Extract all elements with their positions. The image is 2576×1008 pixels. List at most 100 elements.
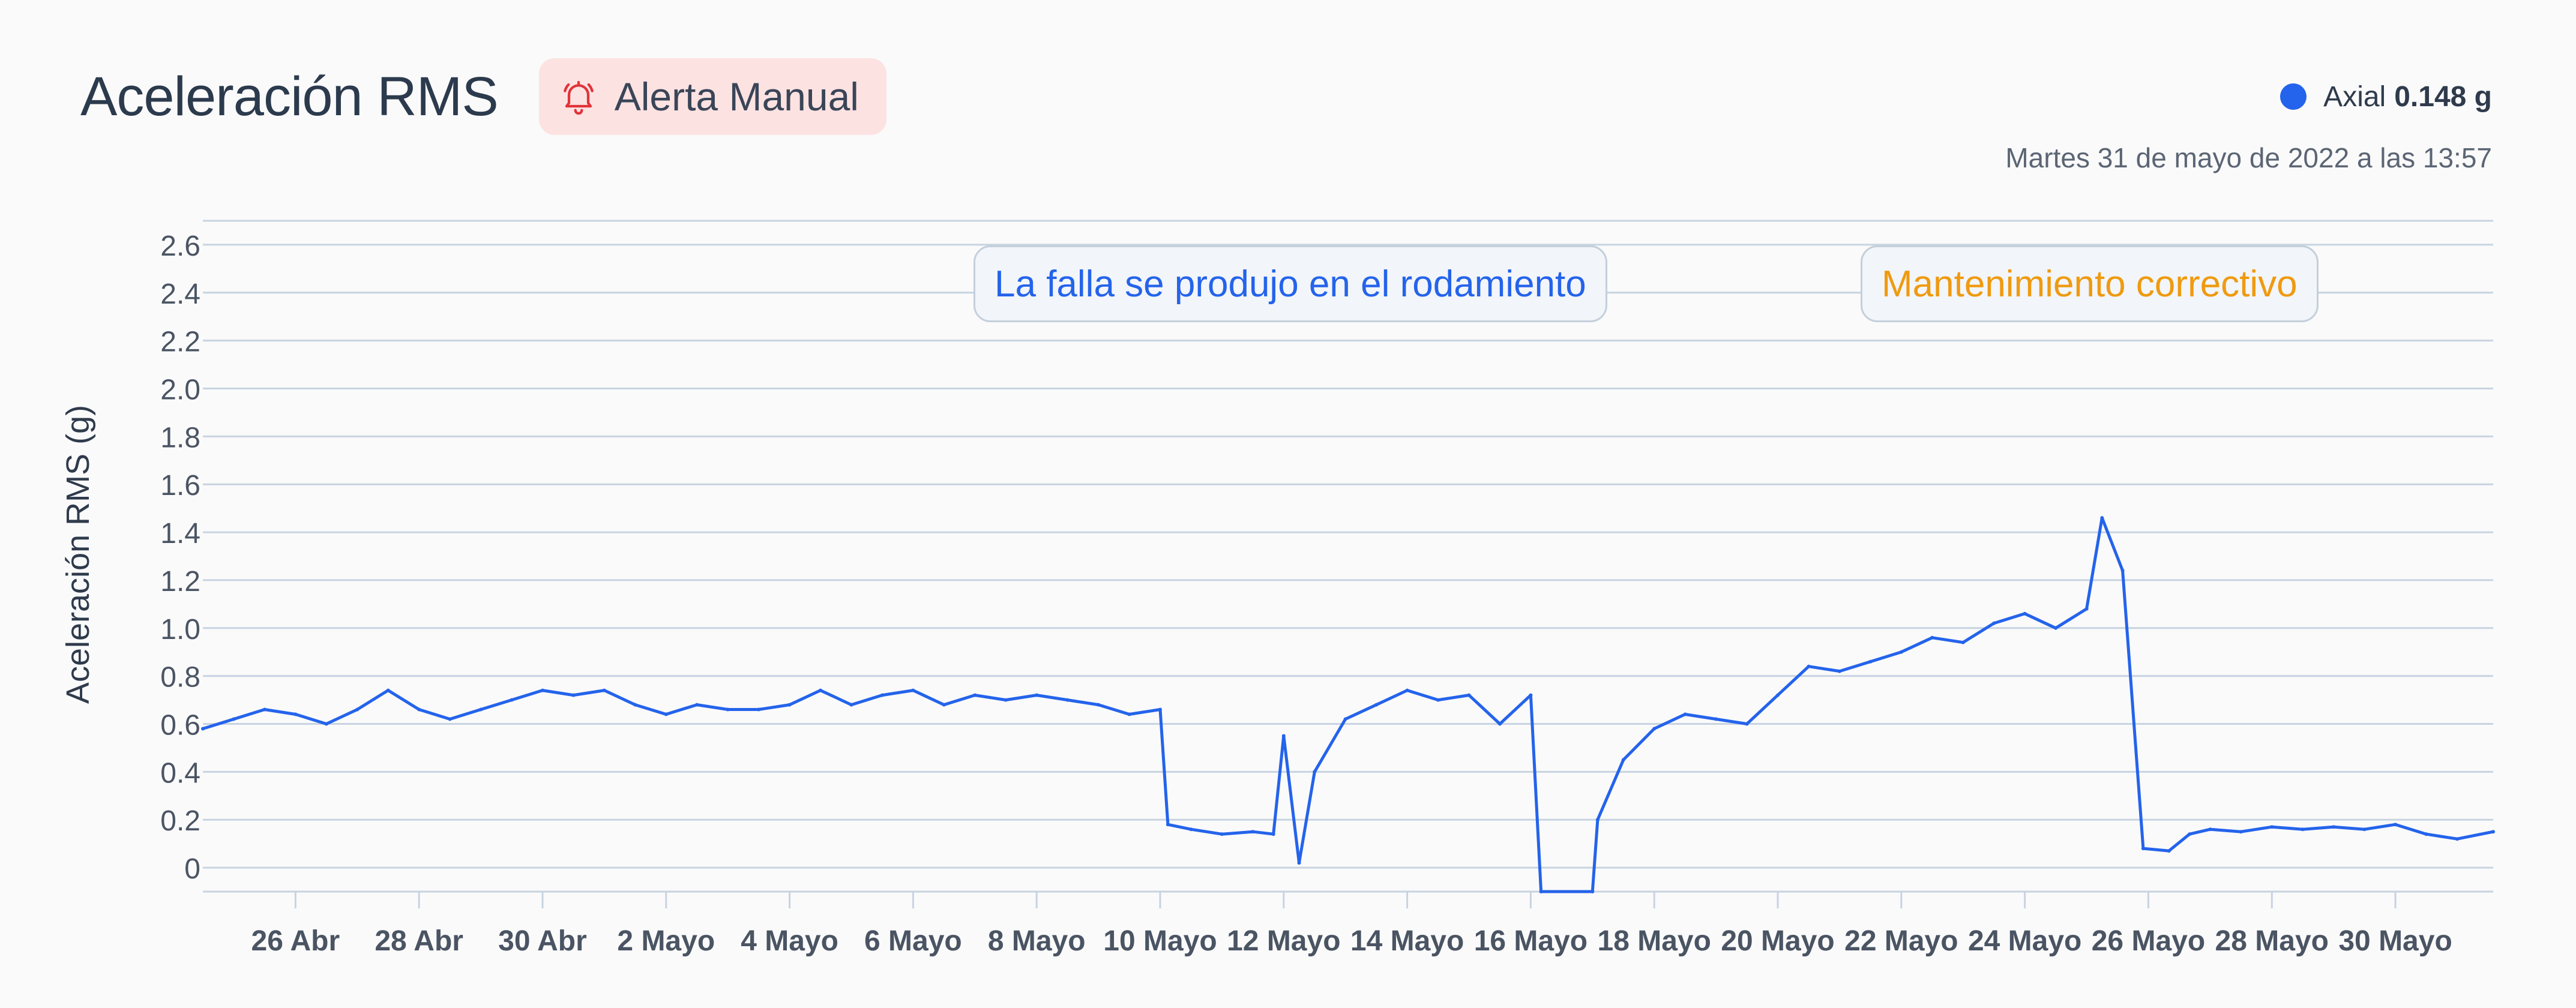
- data-point[interactable]: [1868, 659, 1873, 664]
- data-point[interactable]: [973, 693, 977, 697]
- data-point[interactable]: [2167, 849, 2171, 853]
- data-point[interactable]: [232, 717, 236, 721]
- data-point[interactable]: [1529, 693, 1533, 697]
- data-point[interactable]: [1271, 832, 1275, 836]
- data-point[interactable]: [849, 703, 853, 707]
- data-point[interactable]: [1498, 722, 1502, 726]
- data-point[interactable]: [1097, 703, 1101, 707]
- data-point[interactable]: [2301, 827, 2305, 832]
- data-point[interactable]: [1776, 693, 1780, 697]
- data-point[interactable]: [1595, 818, 1599, 822]
- series-line-axial[interactable]: [202, 516, 2494, 893]
- legend[interactable]: Axial 0.148 g: [2280, 76, 2492, 118]
- data-point[interactable]: [2424, 832, 2428, 836]
- data-point[interactable]: [201, 727, 205, 731]
- data-point[interactable]: [664, 712, 668, 716]
- data-point[interactable]: [2362, 827, 2367, 832]
- data-point[interactable]: [355, 707, 360, 712]
- data-point[interactable]: [1930, 635, 1934, 640]
- data-point[interactable]: [510, 698, 514, 702]
- data-point[interactable]: [633, 703, 637, 707]
- data-point[interactable]: [2239, 830, 2243, 834]
- data-point[interactable]: [2084, 607, 2089, 611]
- x-tick-month: Abr: [531, 925, 587, 957]
- data-point[interactable]: [386, 688, 390, 692]
- data-point[interactable]: [448, 717, 452, 721]
- data-point[interactable]: [1621, 758, 1625, 762]
- data-point[interactable]: [324, 722, 328, 726]
- data-point[interactable]: [1405, 688, 1409, 692]
- data-point[interactable]: [571, 693, 576, 697]
- x-tick-label: 4 Mayo: [741, 925, 838, 957]
- data-point[interactable]: [1961, 640, 1965, 644]
- timestamp: Martes 31 de mayo de 2022 a las 13:57: [2005, 142, 2492, 173]
- data-point[interactable]: [1313, 770, 1317, 774]
- manual-alert-button[interactable]: Alerta Manual: [538, 58, 886, 135]
- data-point[interactable]: [1992, 621, 1996, 625]
- data-point[interactable]: [1166, 823, 1170, 827]
- data-point[interactable]: [1127, 712, 1131, 716]
- data-point[interactable]: [293, 712, 298, 716]
- x-tick-month: Mayo: [1630, 925, 1711, 957]
- data-point[interactable]: [479, 707, 483, 712]
- data-point[interactable]: [262, 707, 266, 712]
- data-point[interactable]: [1035, 693, 1039, 697]
- data-point[interactable]: [1281, 734, 1286, 738]
- data-point[interactable]: [2054, 626, 2058, 630]
- data-point[interactable]: [1652, 727, 1657, 731]
- data-point[interactable]: [2100, 516, 2104, 520]
- data-point[interactable]: [695, 703, 699, 707]
- data-point[interactable]: [1436, 698, 1440, 702]
- data-point[interactable]: [1590, 890, 1595, 893]
- data-point[interactable]: [1004, 698, 1008, 702]
- data-point[interactable]: [2023, 611, 2027, 616]
- data-point[interactable]: [1539, 890, 1543, 893]
- data-point[interactable]: [787, 703, 792, 707]
- data-point[interactable]: [757, 707, 761, 712]
- annotation-corrective-maintenance[interactable]: Mantenimiento correctivo: [1861, 245, 2319, 322]
- data-point[interactable]: [1251, 830, 1255, 834]
- x-tick-day: 28: [375, 925, 406, 957]
- y-tick-label: 1.0: [160, 614, 200, 646]
- data-point[interactable]: [1297, 861, 1301, 865]
- data-point[interactable]: [1189, 827, 1193, 832]
- data-point[interactable]: [1807, 664, 1811, 668]
- data-point[interactable]: [2141, 847, 2145, 851]
- series-layer: [201, 516, 2495, 893]
- data-point[interactable]: [726, 707, 730, 712]
- data-point[interactable]: [880, 693, 884, 697]
- annotation-bearing-failure[interactable]: La falla se produjo en el rodamiento: [974, 245, 1607, 322]
- data-point[interactable]: [1837, 669, 1841, 673]
- data-point[interactable]: [2208, 827, 2212, 832]
- data-point[interactable]: [1065, 698, 1070, 702]
- data-point[interactable]: [1683, 712, 1687, 716]
- data-point[interactable]: [417, 707, 421, 712]
- data-point[interactable]: [2120, 569, 2125, 572]
- data-point[interactable]: [541, 688, 544, 692]
- data-point[interactable]: [2394, 823, 2398, 827]
- data-point[interactable]: [1158, 707, 1162, 712]
- x-tick-label: 10 Mayo: [1103, 925, 1217, 957]
- data-point[interactable]: [2491, 830, 2495, 834]
- data-point[interactable]: [942, 703, 946, 707]
- data-point[interactable]: [819, 688, 822, 692]
- data-point[interactable]: [1343, 717, 1347, 721]
- data-point[interactable]: [1374, 703, 1379, 707]
- data-point[interactable]: [602, 688, 606, 692]
- data-point[interactable]: [1899, 650, 1903, 654]
- data-point[interactable]: [1220, 832, 1224, 836]
- data-point[interactable]: [2188, 832, 2192, 836]
- y-tick-label: 0.4: [160, 757, 200, 789]
- data-point[interactable]: [2270, 825, 2274, 829]
- data-point[interactable]: [1745, 722, 1749, 726]
- data-point[interactable]: [911, 688, 915, 692]
- x-tick-day: 22: [1844, 925, 1876, 957]
- data-point[interactable]: [2332, 825, 2336, 829]
- x-tick-day: 24: [1968, 925, 2000, 957]
- data-point[interactable]: [2455, 837, 2459, 841]
- data-point[interactable]: [1467, 693, 1471, 697]
- legend-series-name: Axial: [2323, 80, 2386, 113]
- x-tick-month: Mayo: [880, 925, 962, 957]
- data-point[interactable]: [1714, 717, 1718, 721]
